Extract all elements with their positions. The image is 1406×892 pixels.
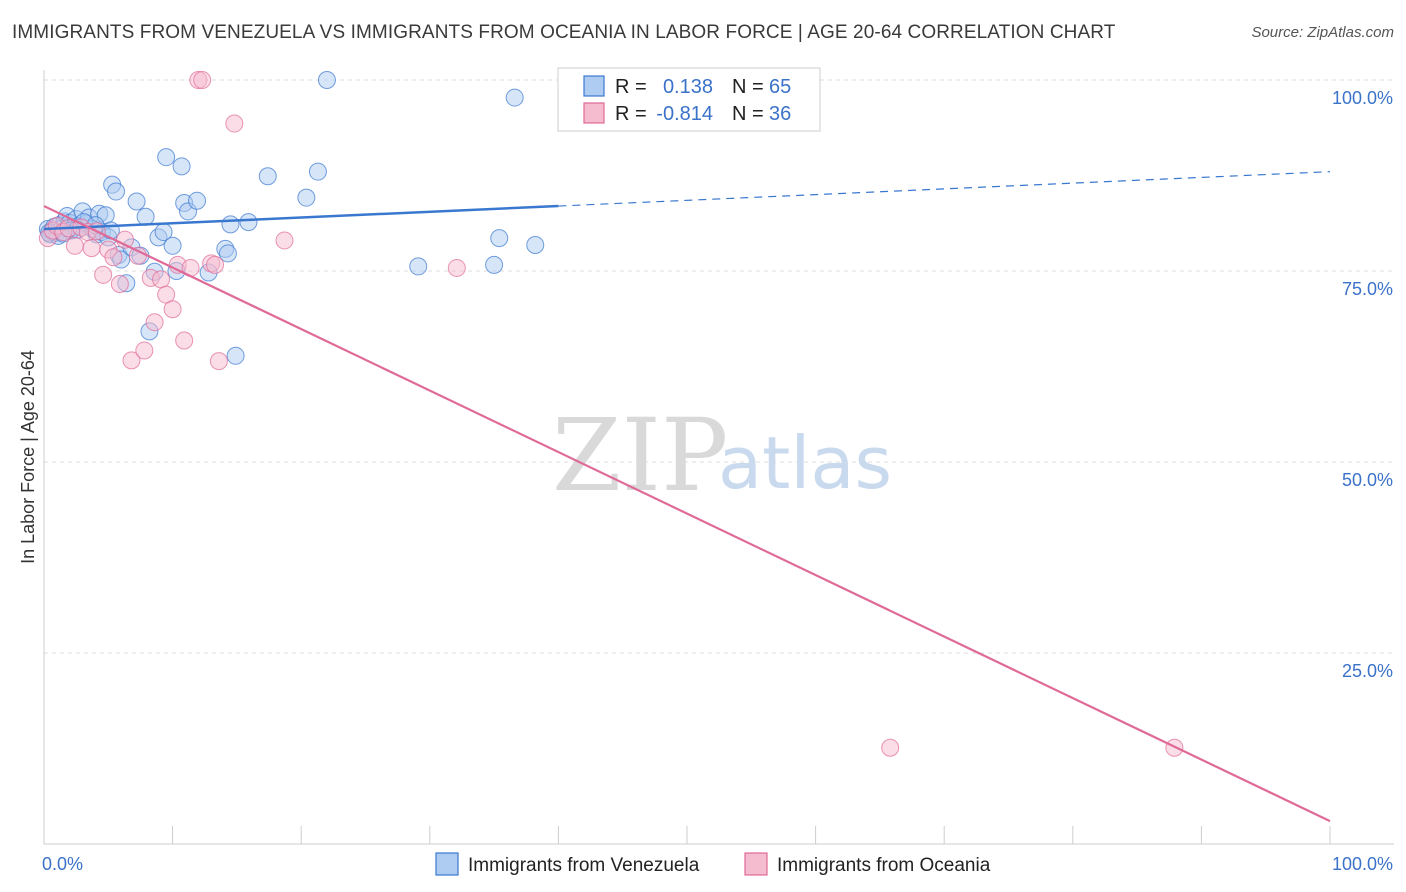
legend-box: R = 0.138 N = 65 R = -0.814 N = 36 [557,67,821,132]
oceania-point [209,352,228,371]
venezuela-point [258,167,277,186]
trendlines [43,171,1331,823]
venezuela-point [107,182,126,201]
oceania-point [152,270,171,289]
legend-r-value-venezuela: 0.138 [663,76,713,98]
oceania-point [225,114,244,133]
x-ticks [172,826,1331,844]
y-tick-label: 50.0% [1342,470,1393,490]
legend-r-value-oceania: -0.814 [656,103,713,125]
x-tick-label-min: 0.0% [42,854,83,874]
venezuela-point [218,244,237,263]
venezuela-point [526,236,545,255]
bottom-legend-label-oceania: Immigrants from Oceania [777,855,991,876]
legend-r-label-venezuela: R = [615,76,647,98]
y-tick-labels: 100.0% 75.0% 50.0% 25.0% [1332,88,1393,681]
venezuela-point [127,192,146,211]
venezuela-point [297,188,316,207]
venezuela-point [409,257,428,276]
bottom-legend-swatch-venezuela [435,852,459,876]
source-label: Source: ZipAtlas.com [1251,24,1394,41]
venezuela-point [485,255,504,274]
oceania-point [163,300,182,319]
venezuela-point [136,207,155,226]
legend-n-label-oceania: N = [732,103,764,125]
oceania-point [94,265,113,284]
y-tick-label: 75.0% [1342,279,1393,299]
oceania-point [82,239,101,258]
axes [43,70,1394,845]
venezuela-point [221,215,240,234]
venezuela-point [188,191,207,210]
oceania-trendline [43,205,1331,823]
oceania-point [881,738,900,757]
oceania-point [135,341,154,360]
venezuela-trendline-extension [558,171,1331,207]
oceania-point [193,71,212,89]
series-oceania-points [38,71,1184,757]
venezuela-point [157,148,176,167]
bottom-legend: Immigrants from Venezuela Immigrants fro… [435,852,991,876]
bottom-legend-swatch-oceania [744,852,768,876]
watermark-atlas: atlas [718,421,892,505]
x-tick-label-max: 100.0% [1332,854,1393,874]
oceania-point [104,248,123,267]
watermark-zip: ZIP [552,397,728,514]
oceania-point [145,313,164,332]
oceania-point [110,274,129,293]
chart-title: IMMIGRANTS FROM VENEZUELA VS IMMIGRANTS … [12,22,1116,43]
legend-n-label-venezuela: N = [732,76,764,98]
bottom-legend-label-venezuela: Immigrants from Venezuela [468,855,700,876]
venezuela-point [505,88,524,107]
legend-swatch-venezuela [583,75,605,97]
legend-r-label-oceania: R = [615,103,647,125]
venezuela-point [226,346,245,365]
venezuela-point [239,213,258,232]
oceania-point [206,255,225,274]
venezuela-point [317,71,336,89]
venezuela-point [308,162,327,181]
gridlines [44,79,1394,654]
legend-n-value-venezuela: 65 [769,76,791,98]
y-tick-label: 100.0% [1332,88,1393,108]
venezuela-trendline [43,204,559,231]
y-tick-label: 25.0% [1342,661,1393,681]
oceania-point [447,258,466,277]
legend-swatch-oceania [583,102,605,124]
venezuela-point [163,236,182,255]
oceania-point [275,231,294,250]
oceania-point [175,331,194,350]
venezuela-point [172,157,191,176]
oceania-point [122,351,141,370]
y-axis-label: In Labor Force | Age 20-64 [18,350,38,564]
legend-n-value-oceania: 36 [769,103,791,125]
venezuela-point [490,229,509,248]
oceania-point [65,236,84,255]
